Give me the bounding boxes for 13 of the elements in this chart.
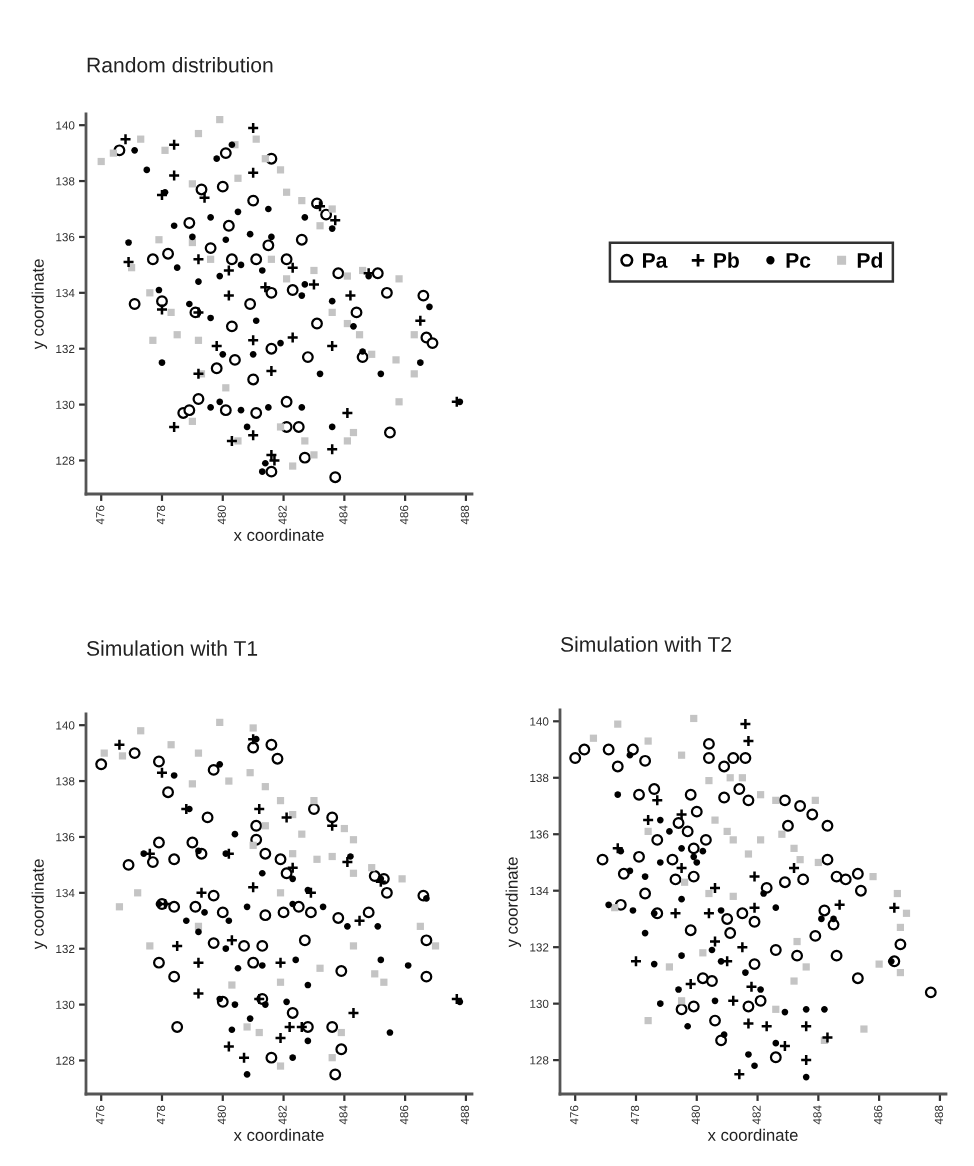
legend-label: Pb	[714, 252, 739, 268]
y-axis-title: y coordinate	[505, 857, 522, 948]
y-axis-title: y coordinate	[31, 259, 48, 350]
chart-title: Simulation with T2	[560, 636, 732, 652]
x-axis-title: x coordinate	[233, 528, 324, 541]
chart-title: Simulation with T1	[86, 640, 258, 656]
x-axis-title: x coordinate	[233, 1128, 324, 1141]
legend-label: Pc	[786, 253, 811, 268]
legend-label: Pa	[643, 253, 668, 268]
legend-label: Pd	[857, 252, 882, 268]
y-axis-title: y coordinate	[31, 859, 48, 950]
x-axis-title: x coordinate	[707, 1128, 798, 1141]
chart-title: Random distribution	[87, 57, 273, 73]
